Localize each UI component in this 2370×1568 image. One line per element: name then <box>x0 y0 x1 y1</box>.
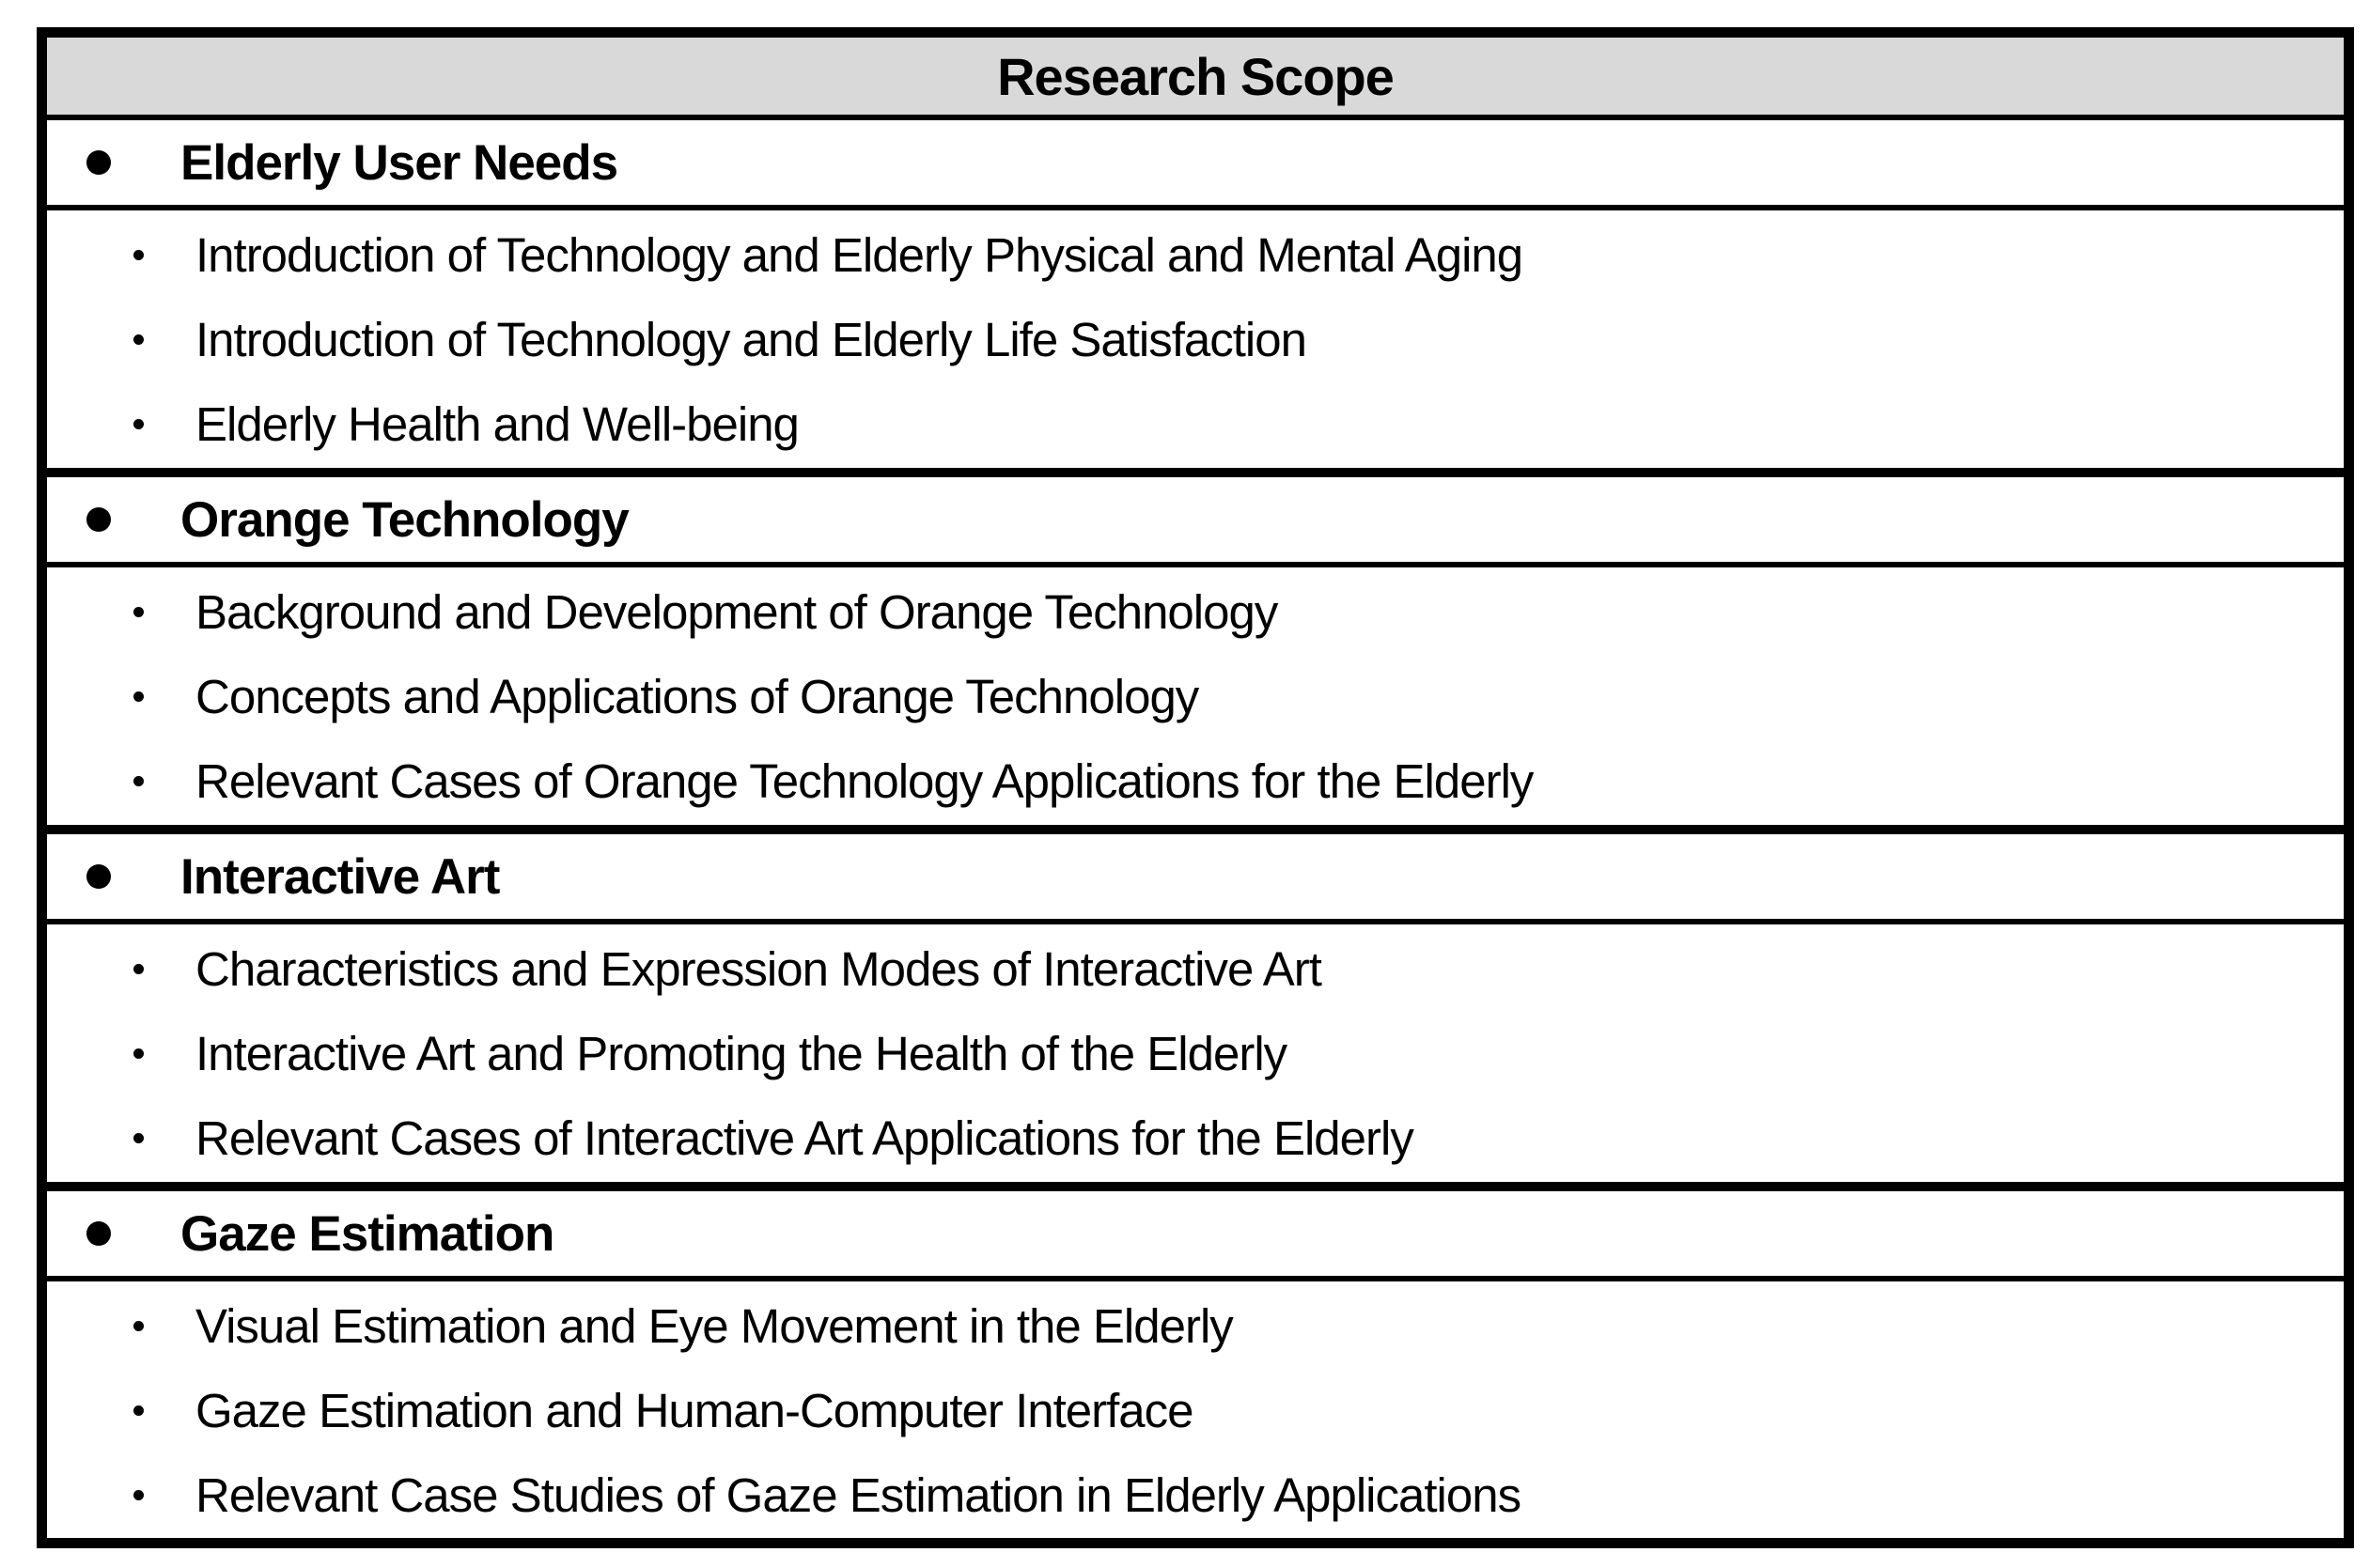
section-label: Elderly User Needs <box>180 134 618 191</box>
dot-icon <box>133 775 144 786</box>
dot-icon <box>133 334 144 345</box>
list-item: Introduction of Technology and Elderly L… <box>47 297 2344 381</box>
section-row-orange-technology: Orange Technology <box>47 477 2344 567</box>
item-block-orange-technology: Background and Development of Orange Tec… <box>47 567 2344 834</box>
section-row-interactive-art: Interactive Art <box>47 834 2344 924</box>
dot-icon <box>133 1405 144 1416</box>
list-item: Background and Development of Orange Tec… <box>47 569 2344 654</box>
table-title: Research Scope <box>997 46 1395 106</box>
dot-icon <box>133 1048 144 1059</box>
item-text: Characteristics and Expression Modes of … <box>195 941 1322 996</box>
dot-icon <box>133 249 144 260</box>
item-text: Relevant Cases of Interactive Art Applic… <box>195 1110 1414 1165</box>
item-text: Concepts and Applications of Orange Tech… <box>195 669 1199 723</box>
bullet-icon <box>86 150 111 175</box>
item-text: Relevant Cases of Orange Technology Appl… <box>195 753 1534 808</box>
item-text: Interactive Art and Promoting the Health… <box>195 1026 1287 1080</box>
item-block-interactive-art: Characteristics and Expression Modes of … <box>47 924 2344 1191</box>
section-label: Orange Technology <box>180 491 630 548</box>
section-label: Interactive Art <box>180 848 500 905</box>
list-item: Relevant Cases of Interactive Art Applic… <box>47 1095 2344 1180</box>
list-item: Characteristics and Expression Modes of … <box>47 926 2344 1011</box>
item-block-elderly-user-needs: Introduction of Technology and Elderly P… <box>47 210 2344 477</box>
list-item: Gaze Estimation and Human-Computer Inter… <box>47 1368 2344 1452</box>
list-item: Visual Estimation and Eye Movement in th… <box>47 1283 2344 1368</box>
item-text: Introduction of Technology and Elderly P… <box>195 227 1523 282</box>
list-item: Concepts and Applications of Orange Tech… <box>47 654 2344 738</box>
item-text: Visual Estimation and Eye Movement in th… <box>195 1298 1234 1353</box>
list-item: Relevant Cases of Orange Technology Appl… <box>47 738 2344 823</box>
bullet-icon <box>86 1221 111 1246</box>
list-item: Interactive Art and Promoting the Health… <box>47 1011 2344 1095</box>
list-item: Introduction of Technology and Elderly P… <box>47 212 2344 297</box>
section-row-gaze-estimation: Gaze Estimation <box>47 1191 2344 1281</box>
item-text: Relevant Case Studies of Gaze Estimation… <box>195 1467 1521 1522</box>
dot-icon <box>133 1320 144 1331</box>
item-block-gaze-estimation: Visual Estimation and Eye Movement in th… <box>47 1281 2344 1539</box>
dot-icon <box>133 963 144 974</box>
section-label: Gaze Estimation <box>180 1205 554 1262</box>
dot-icon <box>133 606 144 617</box>
item-text: Background and Development of Orange Tec… <box>195 584 1278 639</box>
item-text: Introduction of Technology and Elderly L… <box>195 312 1307 366</box>
table-header-row: Research Scope <box>47 38 2344 120</box>
section-row-elderly-user-needs: Elderly User Needs <box>47 120 2344 210</box>
research-scope-table: Research Scope Elderly User Needs Introd… <box>37 27 2354 1548</box>
item-text: Gaze Estimation and Human-Computer Inter… <box>195 1383 1194 1437</box>
dot-icon <box>133 418 144 429</box>
list-item: Relevant Case Studies of Gaze Estimation… <box>47 1452 2344 1537</box>
dot-icon <box>133 1489 144 1500</box>
dot-icon <box>133 691 144 702</box>
item-text: Elderly Health and Well-being <box>195 396 800 451</box>
bullet-icon <box>86 507 111 532</box>
dot-icon <box>133 1132 144 1143</box>
bullet-icon <box>86 864 111 889</box>
list-item: Elderly Health and Well-being <box>47 381 2344 466</box>
